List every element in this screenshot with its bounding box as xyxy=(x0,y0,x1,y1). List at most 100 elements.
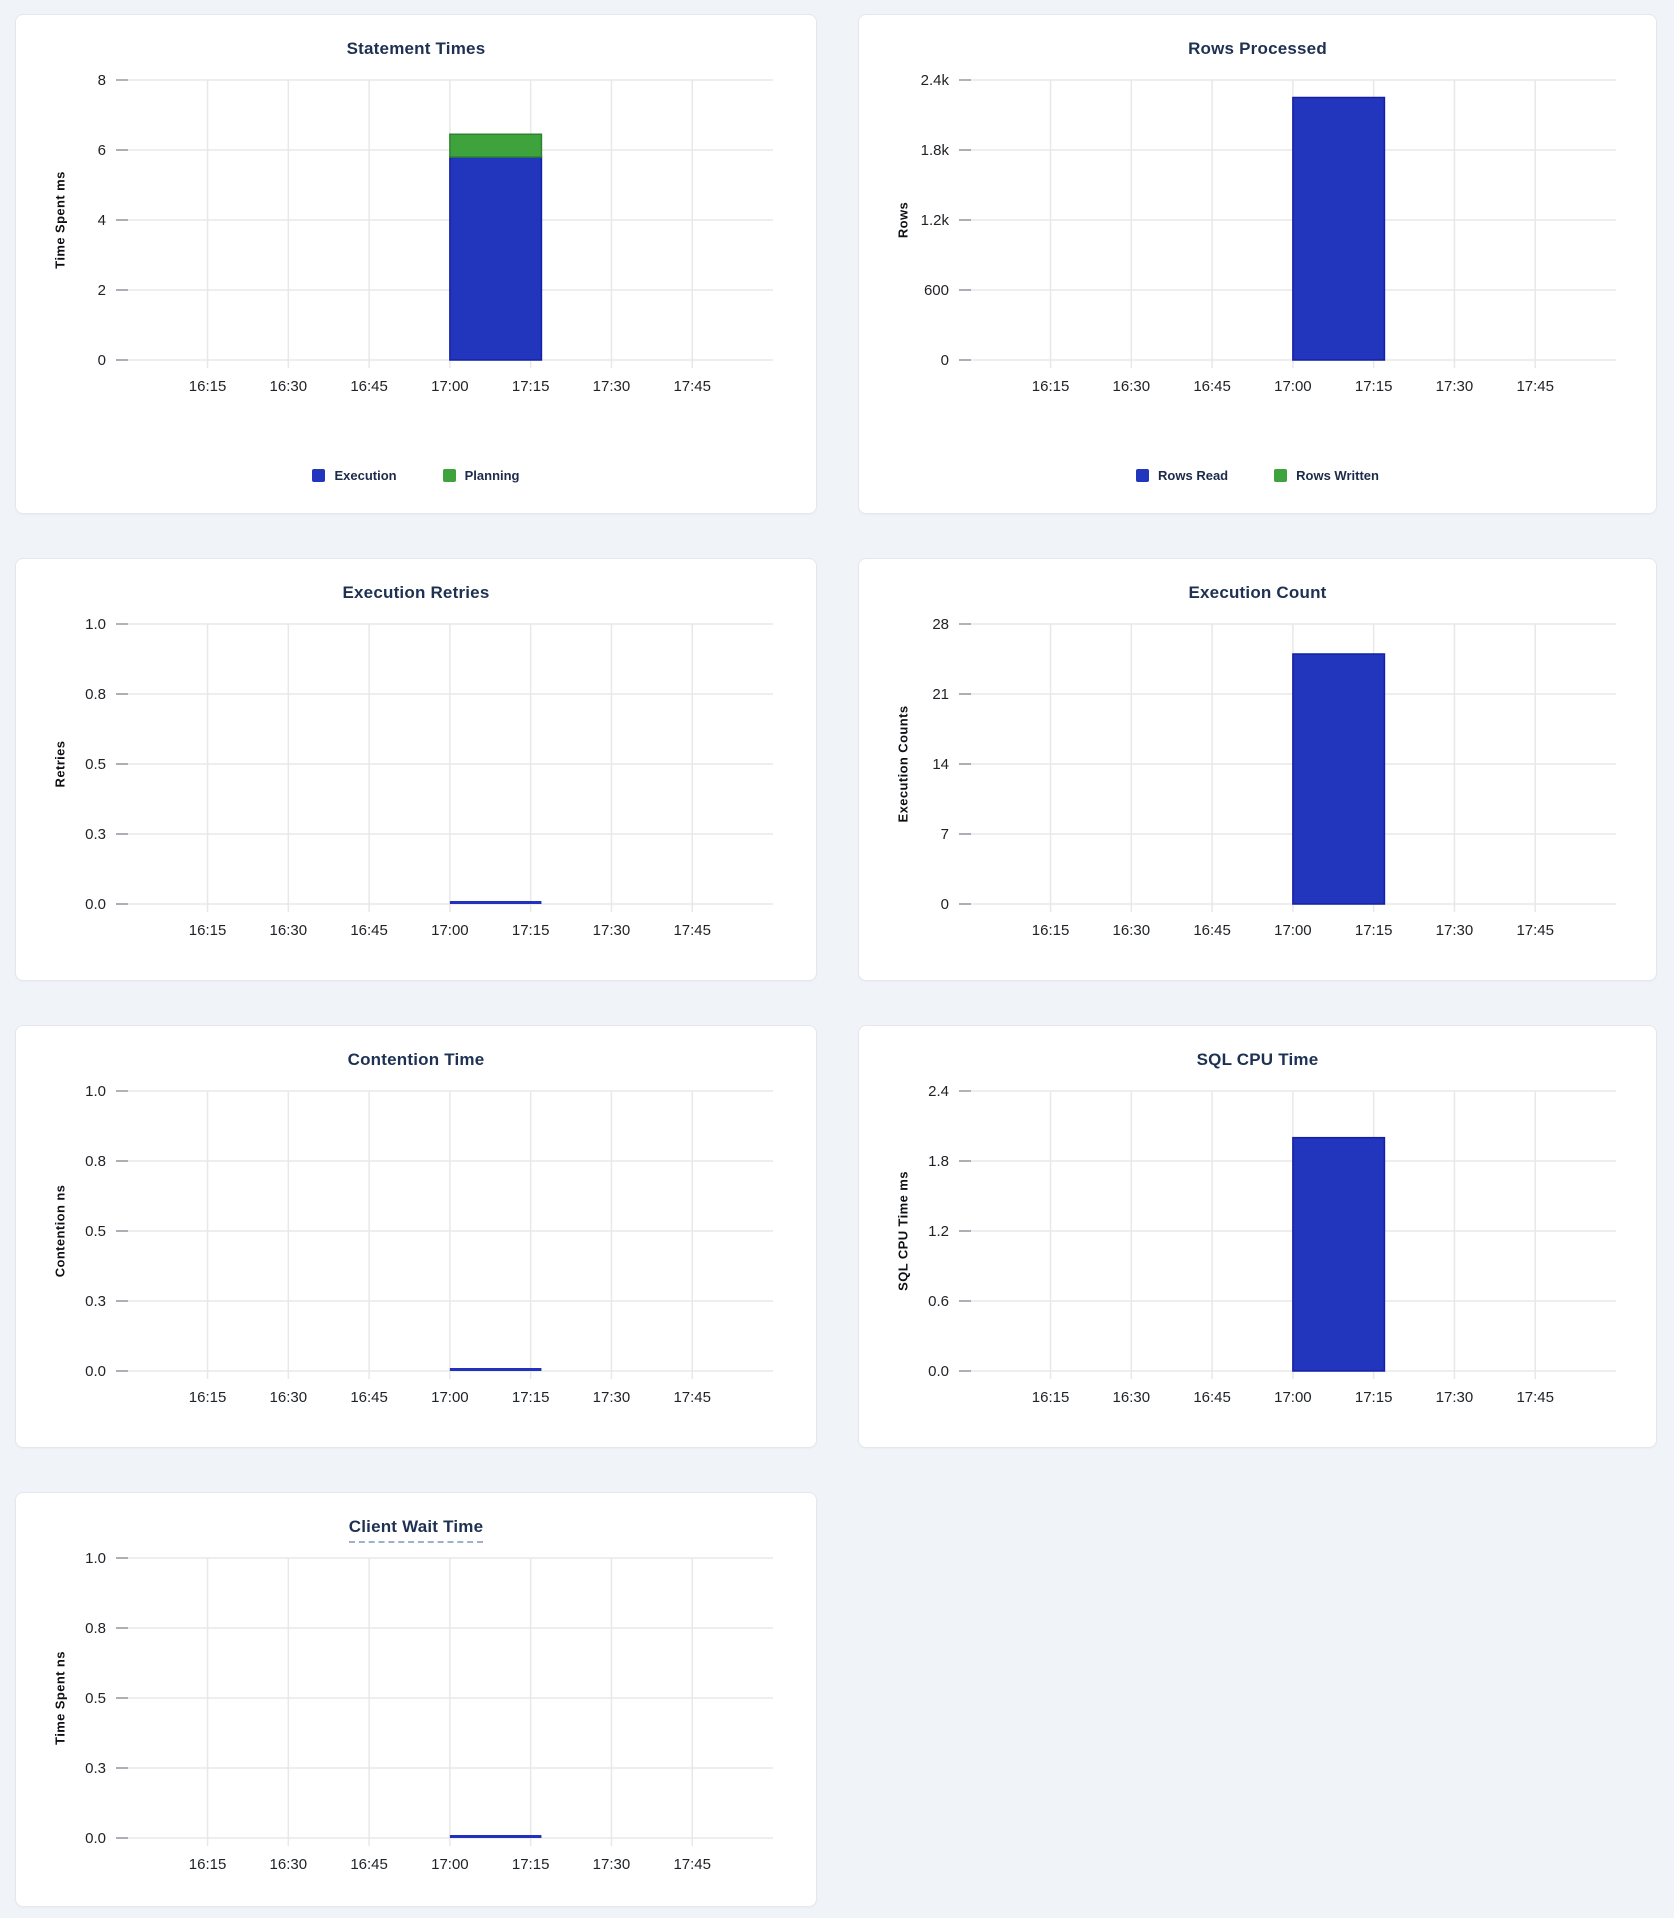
x-tick-label: 17:00 xyxy=(431,922,469,939)
chart-plot-sql-cpu-time[interactable]: 16:15 16:30 16:45 17:00 17:15 17:30 17:45 0.0 0.… xyxy=(859,1026,1657,1418)
y-tick-label: 600 xyxy=(924,282,949,299)
bar-sql-cpu-time[interactable] xyxy=(1292,1136,1386,1372)
legend-item-rows-read: Rows Read xyxy=(1136,468,1228,483)
y-tick-label: 0 xyxy=(941,896,949,913)
x-tick-label: 17:30 xyxy=(1436,1389,1474,1406)
x-tick-label: 16:30 xyxy=(270,1389,308,1406)
y-tick-label: 0.3 xyxy=(85,1760,106,1777)
chart-title-text: Rows Processed xyxy=(1188,39,1327,58)
chart-plot-contention-time[interactable]: 16:15 16:30 16:45 17:00 17:15 17:30 17:45 0.0 0.… xyxy=(16,1026,817,1418)
y-tick-label: 0.5 xyxy=(85,1690,106,1707)
x-tick-label: 16:30 xyxy=(270,378,308,395)
x-tick-label: 16:45 xyxy=(350,378,388,395)
y-tick-label: 1.0 xyxy=(85,1550,106,1567)
x-tick-label: 17:45 xyxy=(673,1856,711,1873)
card-contention-time: Contention Time Contention ns 16:15 16:30… xyxy=(15,1025,817,1448)
y-tick-label: 1.0 xyxy=(85,616,106,633)
x-tick-label: 17:45 xyxy=(673,1389,711,1406)
x-tick-label: 16:45 xyxy=(350,1389,388,1406)
x-tick-label: 17:45 xyxy=(1516,922,1554,939)
chart-title: SQL CPU Time xyxy=(859,1050,1656,1070)
x-tick-label: 17:00 xyxy=(1274,378,1312,395)
x-tick-label: 17:45 xyxy=(673,922,711,939)
chart-title-text: Contention Time xyxy=(347,1050,485,1069)
card-execution-retries: Execution Retries Retries 16:15 16:30 16:4… xyxy=(15,558,817,981)
x-tick-label: 17:00 xyxy=(431,378,469,395)
y-tick-label: 6 xyxy=(98,142,106,159)
x-tick-label: 17:30 xyxy=(593,1856,631,1873)
x-tick-label: 16:45 xyxy=(1193,378,1231,395)
bar-planning[interactable] xyxy=(449,133,543,158)
chart-title-text: Statement Times xyxy=(346,39,486,58)
y-tick-label: 0.8 xyxy=(85,686,106,703)
x-tick-label: 16:15 xyxy=(1032,378,1070,395)
y-tick-label: 0.0 xyxy=(85,1363,106,1380)
x-tick-label: 17:30 xyxy=(593,378,631,395)
chart-title: Statement Times xyxy=(16,39,816,59)
y-tick-label: 21 xyxy=(932,686,949,703)
x-tick-label: 16:15 xyxy=(189,1856,227,1873)
legend-swatch-rows-read-icon xyxy=(1136,469,1150,482)
y-tick-label: 0.8 xyxy=(85,1620,106,1637)
legend-swatch-rows-written-icon xyxy=(1274,469,1288,482)
y-tick-label: 7 xyxy=(941,826,949,843)
x-tick-label: 16:15 xyxy=(189,1389,227,1406)
chart-plot-rows-processed[interactable]: 16:15 16:30 16:45 17:00 17:15 17:30 17:45 0 600 1… xyxy=(859,15,1657,407)
x-tick-label: 16:15 xyxy=(1032,1389,1070,1406)
legend-item-rows-written: Rows Written xyxy=(1274,468,1379,483)
y-tick-label: 1.8 xyxy=(928,1153,949,1170)
y-tick-label: 14 xyxy=(932,756,949,773)
x-tick-label: 17:15 xyxy=(1355,1389,1393,1406)
chart-title-text: SQL CPU Time xyxy=(1196,1050,1319,1069)
x-tick-label: 17:00 xyxy=(1274,1389,1312,1406)
x-tick-label: 16:45 xyxy=(350,1856,388,1873)
legend-label: Planning xyxy=(464,468,520,483)
x-tick-label: 17:30 xyxy=(1436,378,1474,395)
x-tick-label: 17:15 xyxy=(512,1389,550,1406)
y-tick-label: 8 xyxy=(98,72,106,89)
bar-rows-read[interactable] xyxy=(1292,96,1386,361)
x-tick-label: 17:00 xyxy=(431,1389,469,1406)
chart-plot-client-wait-time[interactable]: 16:15 16:30 16:45 17:00 17:15 17:30 17:45 0.0 0.… xyxy=(16,1493,817,1885)
y-tick-label: 0 xyxy=(98,352,106,369)
legend-swatch-planning-icon xyxy=(442,469,456,482)
x-tick-label: 17:45 xyxy=(673,378,711,395)
y-tick-label: 0.0 xyxy=(85,896,106,913)
y-tick-label: 0.6 xyxy=(928,1293,949,1310)
x-tick-label: 16:30 xyxy=(1113,378,1151,395)
x-tick-label: 16:30 xyxy=(1113,922,1151,939)
chart-plot-execution-retries[interactable]: 16:15 16:30 16:45 17:00 17:15 17:30 17:45 0.0 0.… xyxy=(16,559,817,951)
bar-execution[interactable] xyxy=(449,156,543,361)
chart-plot-execution-count[interactable]: 16:15 16:30 16:45 17:00 17:15 17:30 17:45 0 7 14 2… xyxy=(859,559,1657,951)
card-execution-count: Execution Count Execution Counts 16:15 16… xyxy=(858,558,1657,981)
bar-execution-count[interactable] xyxy=(1292,653,1386,905)
chart-title: Client Wait Time xyxy=(16,1517,816,1543)
chart-plot-statement-times[interactable]: 16:15 16:30 16:45 17:00 17:15 17:30 17:45 0 2 4 6 8 xyxy=(16,15,817,407)
x-tick-label: 17:15 xyxy=(1355,922,1393,939)
chart-title-text[interactable]: Client Wait Time xyxy=(348,1517,484,1543)
x-tick-label: 17:45 xyxy=(1516,1389,1554,1406)
x-tick-label: 16:30 xyxy=(270,1856,308,1873)
x-tick-label: 17:15 xyxy=(512,922,550,939)
chart-title: Rows Processed xyxy=(859,39,1656,59)
chart-title-text: Execution Retries xyxy=(342,583,490,602)
card-statement-times: Statement Times Time Spent ms 16:15 16:30… xyxy=(15,14,817,514)
x-tick-label: 17:30 xyxy=(593,922,631,939)
legend-label: Rows Written xyxy=(1296,468,1379,483)
x-tick-label: 17:15 xyxy=(512,378,550,395)
card-rows-processed: Rows Processed Rows 16:15 16:30 16:45 17:00… xyxy=(858,14,1657,514)
y-tick-label: 0 xyxy=(941,352,949,369)
y-tick-label: 1.0 xyxy=(85,1083,106,1100)
y-tick-label: 4 xyxy=(98,212,106,229)
x-tick-label: 16:45 xyxy=(350,922,388,939)
y-tick-label: 0.5 xyxy=(85,1223,106,1240)
card-client-wait-time: Client Wait Time Time Spent ns 16:15 16:3… xyxy=(15,1492,817,1907)
chart-title: Contention Time xyxy=(16,1050,816,1070)
x-tick-label: 16:45 xyxy=(1193,922,1231,939)
y-tick-label: 0.0 xyxy=(85,1830,106,1847)
legend-item-execution: Execution xyxy=(312,468,397,483)
y-tick-label: 2 xyxy=(98,282,106,299)
x-tick-label: 16:15 xyxy=(1032,922,1070,939)
y-tick-label: 2.4k xyxy=(921,72,950,89)
